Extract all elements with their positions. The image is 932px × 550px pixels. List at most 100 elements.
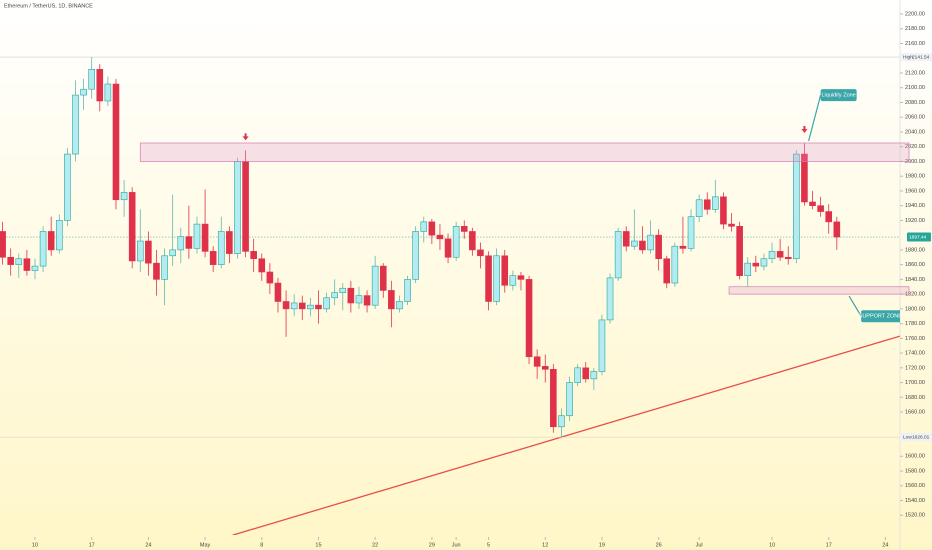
y-tick-label: 1540.00 bbox=[905, 498, 925, 504]
candle-body bbox=[234, 161, 241, 254]
candle-body bbox=[242, 161, 249, 252]
candle-body bbox=[23, 258, 31, 271]
y-tick-label: 1960.00 bbox=[905, 188, 925, 194]
candle-body bbox=[120, 192, 128, 201]
candle-body bbox=[347, 287, 355, 304]
zone bbox=[728, 286, 910, 295]
candle-body bbox=[145, 240, 152, 264]
callout-line bbox=[848, 295, 862, 317]
candle-body bbox=[833, 221, 841, 238]
candle-body bbox=[396, 301, 403, 310]
candle-body bbox=[420, 221, 428, 232]
candle-body bbox=[39, 231, 47, 267]
candle-body bbox=[201, 223, 209, 252]
ref-label-value: 2141.54 bbox=[912, 54, 930, 60]
candle-body bbox=[606, 277, 614, 321]
callout-box bbox=[820, 89, 857, 102]
x-tick-label: Jun bbox=[452, 542, 461, 548]
candle-body bbox=[801, 153, 808, 203]
candle-body bbox=[533, 356, 541, 367]
candle-body bbox=[784, 256, 792, 260]
candle-body bbox=[363, 295, 371, 306]
chart-title: Ethereum / TetherUS, 1D, BINANCE bbox=[4, 3, 93, 9]
callout-label: Liquidity Zone bbox=[822, 93, 856, 99]
candle-body bbox=[647, 234, 654, 251]
candle-body bbox=[298, 302, 306, 310]
ref-label-bg bbox=[900, 433, 932, 442]
candle-body bbox=[339, 287, 347, 293]
y-tick-label: 2040.00 bbox=[905, 129, 925, 135]
candle-body bbox=[687, 216, 695, 249]
candle-body bbox=[525, 279, 533, 358]
x-tick-label: 10 bbox=[32, 542, 38, 548]
y-tick-label: 1680.00 bbox=[905, 395, 925, 401]
candle-body bbox=[136, 240, 144, 262]
candle-body bbox=[388, 290, 395, 310]
x-tick-label: 17 bbox=[826, 542, 832, 548]
candle-body bbox=[128, 192, 136, 262]
y-tick-label: 1880.00 bbox=[905, 247, 925, 253]
y-tick-label: 1820.00 bbox=[905, 292, 925, 298]
y-tick-label: 1660.00 bbox=[905, 410, 925, 416]
ref-label-bg bbox=[900, 53, 932, 62]
y-tick-label: 2100.00 bbox=[905, 85, 925, 91]
candle-body bbox=[185, 236, 193, 249]
callout-box bbox=[861, 310, 900, 323]
candle-body bbox=[768, 251, 776, 260]
candle-body bbox=[631, 240, 638, 247]
y-tick-label: 1720.00 bbox=[905, 365, 925, 371]
arrow bbox=[801, 125, 808, 133]
candle-body bbox=[695, 199, 703, 218]
candle-body bbox=[744, 262, 752, 276]
candle-body bbox=[315, 304, 322, 310]
candle-body bbox=[509, 275, 517, 286]
x-tick-label: 10 bbox=[769, 542, 775, 548]
x-tick-label: 15 bbox=[315, 542, 321, 548]
y-tick-label: 2120.00 bbox=[905, 70, 925, 76]
x-tick-label: 12 bbox=[542, 542, 548, 548]
candle-body bbox=[558, 415, 565, 428]
candle-body bbox=[193, 223, 201, 249]
x-tick-label: 24 bbox=[145, 542, 151, 548]
candle-body bbox=[112, 83, 120, 201]
candle-body bbox=[55, 220, 63, 251]
candle-body bbox=[720, 196, 727, 225]
y-tick-label: 1940.00 bbox=[905, 203, 925, 209]
y-tick-label: 1560.00 bbox=[905, 483, 925, 489]
candle-body bbox=[217, 231, 225, 265]
candle-body bbox=[0, 231, 6, 258]
arrow bbox=[242, 133, 249, 141]
candle-body bbox=[825, 211, 833, 223]
candle-body bbox=[161, 255, 168, 280]
candle-body bbox=[428, 221, 436, 236]
candle-body bbox=[541, 366, 549, 370]
y-tick-label: 2020.00 bbox=[905, 144, 925, 150]
candle-body bbox=[274, 282, 282, 302]
candle-body bbox=[517, 275, 525, 280]
candle-body bbox=[703, 199, 711, 210]
candle-body bbox=[169, 249, 176, 257]
y-tick-label: 1980.00 bbox=[905, 174, 925, 180]
candle-body bbox=[104, 83, 112, 102]
candle-body bbox=[728, 223, 735, 227]
y-tick-label: 1520.00 bbox=[905, 513, 925, 519]
candle-body bbox=[177, 236, 185, 251]
candle-body bbox=[460, 226, 468, 232]
candle-body bbox=[752, 262, 760, 267]
y-tick-label: 1920.00 bbox=[905, 218, 925, 224]
candle-body bbox=[663, 258, 671, 284]
trendline bbox=[232, 335, 900, 535]
y-tick-label: 1760.00 bbox=[905, 336, 925, 342]
x-tick-label: 29 bbox=[429, 542, 435, 548]
candle-body bbox=[307, 304, 314, 310]
candle-body bbox=[444, 238, 452, 258]
x-tick-label: 5 bbox=[487, 542, 490, 548]
y-tick-label: 2160.00 bbox=[905, 41, 925, 47]
candle-body bbox=[493, 255, 500, 302]
y-tick-label: 1740.00 bbox=[905, 351, 925, 357]
x-tick-label: 19 bbox=[599, 542, 605, 548]
candle-body bbox=[31, 265, 39, 271]
candle-body bbox=[679, 245, 687, 249]
